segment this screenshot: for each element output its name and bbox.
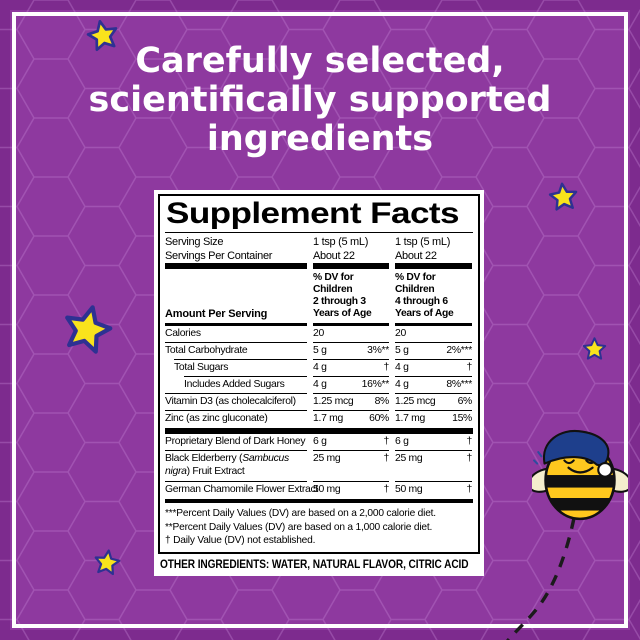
table-row: Total Sugars 4 g † 4 g † [165,359,473,376]
servings-col1: About 22 [313,249,355,262]
sleep-sparkles [533,451,543,465]
column-header-row: Amount Per Serving % DV for Children 2 t… [165,269,473,327]
panel-title: Supplement Facts [166,197,460,230]
table-row: German Chamomile Flower Extract 50 mg † 5… [165,481,473,498]
row-label: German Chamomile Flower Extract [165,481,318,498]
bee-smile [567,466,594,474]
star-icon [65,305,113,354]
thick-divider [165,499,473,504]
row-label: Proprietary Blend of Dark Honey [165,436,306,448]
other-ingredients: OTHER INGREDIENTS: WATER, NATURAL FLAVOR… [160,559,469,572]
table-row: Black Elderberry (Sambucus nigra) Fruit … [165,450,473,481]
row-label: Total Sugars [174,359,307,376]
table-row: Zinc (as zinc gluconate) 1.7 mg 60% 1.7 m… [165,410,473,427]
nightcap-pompom [597,462,613,478]
supplement-facts-panel: Supplement Facts Serving Size 1 tsp (5 m… [154,190,484,577]
headline-line-3: ingredients [206,119,434,160]
supplement-facts-box: Supplement Facts Serving Size 1 tsp (5 m… [158,194,480,555]
table-row: Includes Added Sugars 4 g 16%** 4 g 8%*** [165,376,473,393]
row-label: Vitamin D3 (as cholecalciferol) [165,393,307,410]
star-icon [582,337,607,360]
page-title: Carefully selected, scientifically suppo… [0,41,640,160]
row-label: Includes Added Sugars [184,376,307,393]
star-icon [548,182,578,211]
divider [165,231,473,233]
dv-header-4-6: % DV for Children 4 through 6 Years of A… [395,269,472,327]
serving-size-row: Serving Size 1 tsp (5 mL) 1 tsp (5 mL) [165,235,473,249]
thick-divider [165,428,473,435]
footnotes: ***Percent Daily Values (DV) are based o… [165,503,473,550]
headline-line-2: scientifically supported [88,80,552,121]
footnote: ***Percent Daily Values (DV) are based o… [165,508,436,520]
footnote: **Percent Daily Values (DV) are based on… [165,521,433,533]
dv-header-2-3: % DV for Children 2 through 3 Years of A… [313,269,389,327]
sleeping-bee-icon [532,429,628,521]
bee-nightcap [542,429,610,467]
amount-per-serving-header: Amount Per Serving [165,269,307,327]
table-row: Calories 20 20 [165,326,473,342]
headline-line-1: Carefully selected, [135,41,505,81]
table-row: Vitamin D3 (as cholecalciferol) 1.25 mcg… [165,393,473,410]
serving-size-col1: 1 tsp (5 mL) [313,235,369,248]
star-icon [86,19,118,52]
bee-stripes [545,475,615,511]
row-label: Total Carbohydrate [165,342,307,359]
star-icon [94,549,121,576]
table-row: Proprietary Blend of Dark Honey 6 g † 6 g… [165,434,473,450]
servings-col2: About 22 [395,249,437,262]
serving-size-col2: 1 tsp (5 mL) [395,235,451,248]
row-label: Zinc (as zinc gluconate) [165,410,307,427]
footnote: † Daily Value (DV) not established. [165,535,316,547]
servings-per-container-row: Servings Per Container About 22 About 22 [165,249,473,269]
row-label: Calories [165,328,201,340]
row-label: Black Elderberry (Sambucus nigra) Fruit … [165,450,307,481]
servings-label: Servings Per Container [165,249,307,269]
table-row: Total Carbohydrate 5 g 3%** 5 g 2%*** [165,342,473,359]
bee-closed-eye [563,459,575,465]
serving-size-label: Serving Size [165,235,224,248]
